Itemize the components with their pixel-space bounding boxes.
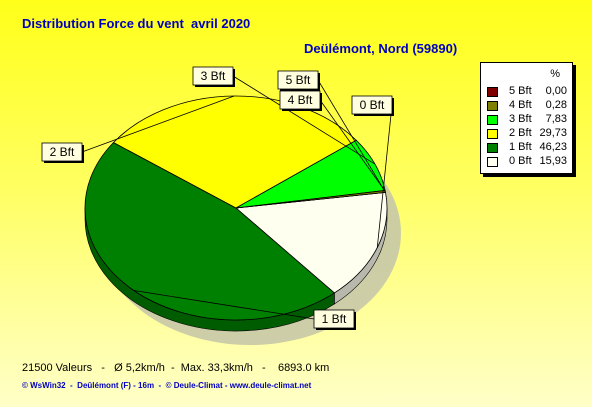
slice-label-3-bft: 3 Bft — [192, 66, 376, 165]
footer-credits: © WsWin32 - Deûlémont (F) - 16m - © Deul… — [22, 381, 312, 390]
legend-entry-1-bft: 1 Bft 46,23 — [487, 141, 567, 154]
slice-label-2-bft: 2 Bft — [41, 95, 235, 163]
svg-text:5 Bft: 5 Bft — [286, 73, 311, 87]
legend-swatch — [487, 115, 498, 125]
chart-title: Distribution Force du vent avril 2020 — [22, 16, 251, 31]
legend-entry-5-bft: 5 Bft 0,00 — [487, 85, 567, 98]
legend-label: 1 Bft — [509, 141, 532, 153]
legend-entry-2-bft: 2 Bft 29,73 — [487, 127, 567, 140]
svg-text:2 Bft: 2 Bft — [50, 145, 75, 159]
legend-value: 0,00 — [545, 85, 567, 97]
slice-label-1-bft: 1 Bft — [133, 290, 356, 330]
legend-value: 0,28 — [545, 99, 567, 111]
stats-line: 21500 Valeurs - Ø 5,2km/h - Max. 33,3km/… — [22, 362, 330, 374]
legend-swatch — [487, 143, 498, 153]
legend-value: 15,93 — [539, 155, 567, 167]
legend-header: % — [550, 68, 560, 80]
legend-entry-0-bft: 0 Bft 15,93 — [487, 155, 567, 168]
legend-label: 4 Bft — [509, 99, 532, 111]
svg-text:0 Bft: 0 Bft — [360, 98, 385, 112]
legend-value: 46,23 — [539, 141, 567, 153]
svg-text:1 Bft: 1 Bft — [322, 312, 347, 326]
svg-text:4 Bft: 4 Bft — [288, 93, 313, 107]
legend-swatch — [487, 129, 498, 139]
slice-label-5-bft: 5 Bft — [277, 70, 386, 193]
legend-swatch — [487, 157, 498, 167]
legend-label: 2 Bft — [509, 127, 532, 139]
legend-entry-3-bft: 3 Bft 7,83 — [487, 113, 567, 126]
legend-value: 7,83 — [545, 113, 567, 125]
slice-label-4-bft: 4 Bft — [279, 90, 386, 192]
svg-text:3 Bft: 3 Bft — [201, 69, 226, 83]
legend-swatch — [487, 87, 498, 97]
legend-label: 5 Bft — [509, 85, 532, 97]
legend-label: 0 Bft — [509, 155, 532, 167]
legend-swatch — [487, 101, 498, 111]
slice-label-0-bft: 0 Bft — [351, 95, 394, 248]
chart-subtitle: Deülémont, Nord (59890) — [304, 41, 458, 56]
legend-value: 29,73 — [539, 127, 567, 139]
legend-label: 3 Bft — [509, 113, 532, 125]
legend: % 5 Bft 0,00 4 Bft 0,28 3 Bft 7,83 2 Bft… — [480, 62, 573, 174]
legend-entry-4-bft: 4 Bft 0,28 — [487, 99, 567, 112]
pie-slice-5-bft — [235, 192, 386, 209]
